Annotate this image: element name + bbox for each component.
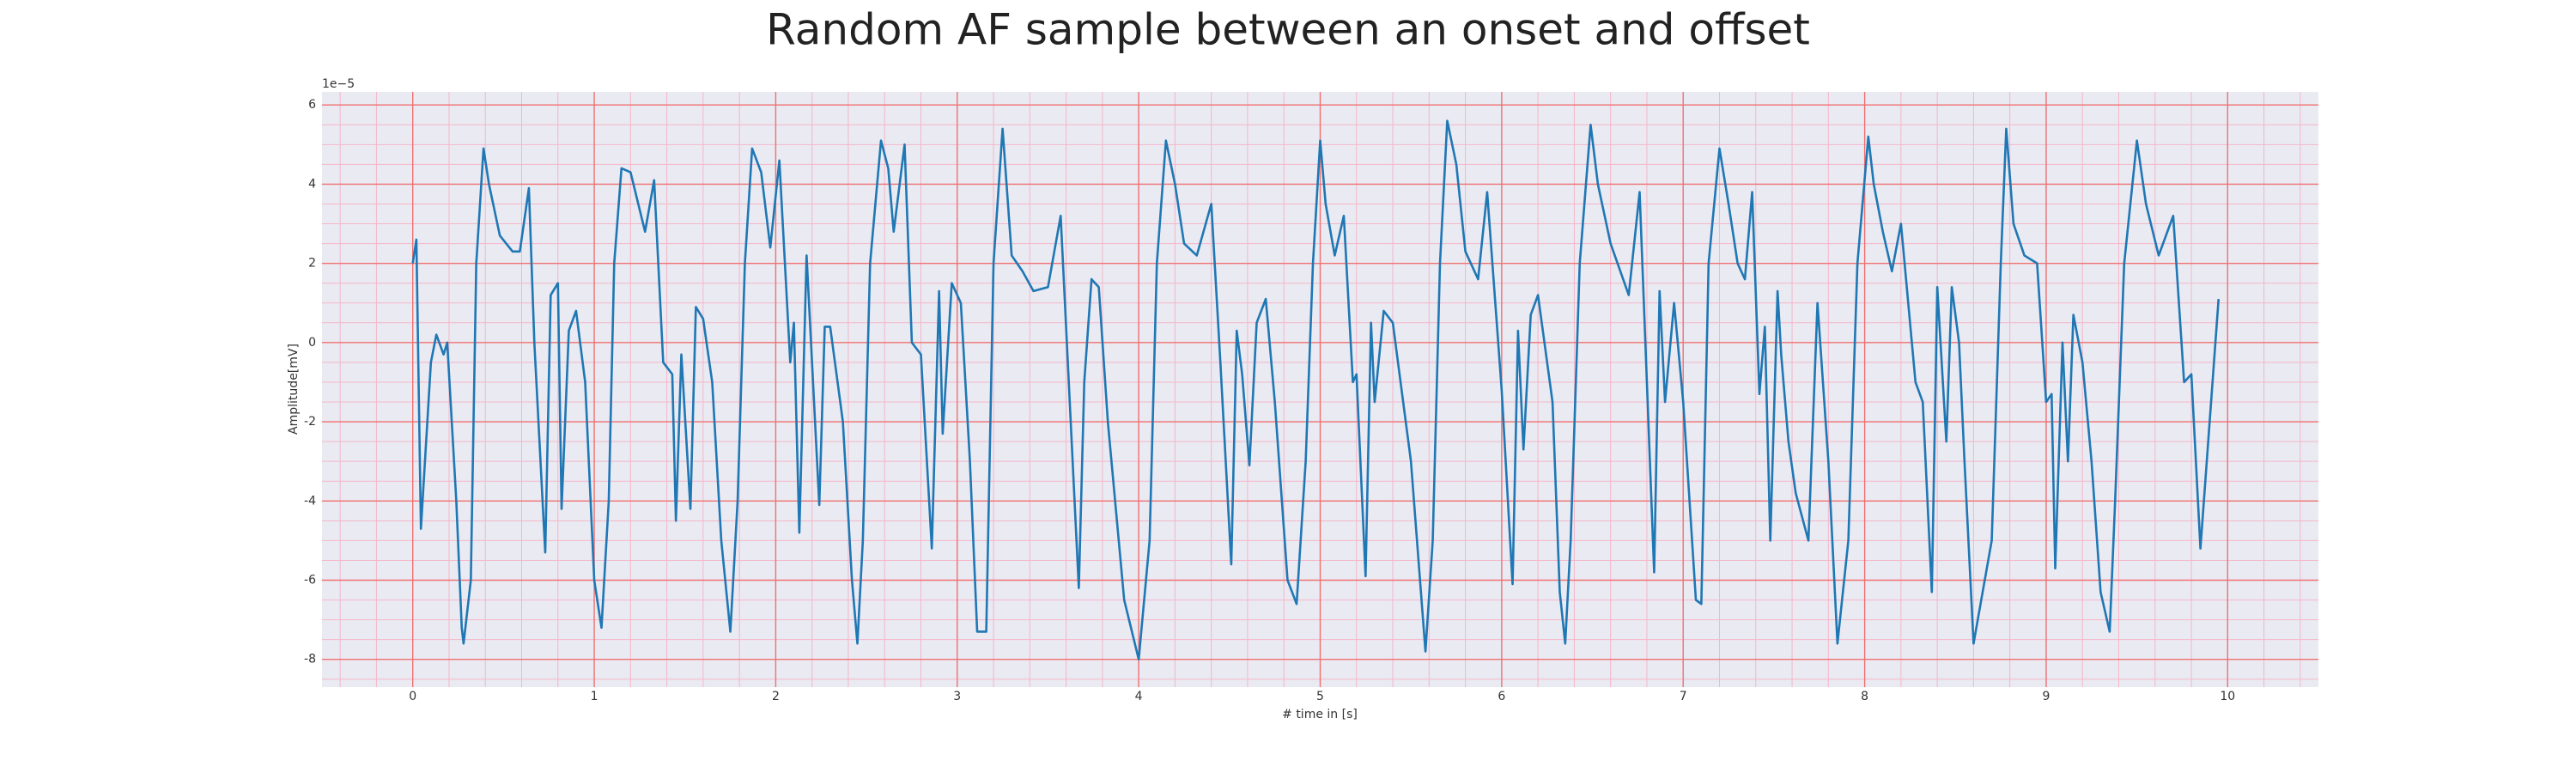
x-tick-label: 6 (1498, 690, 1505, 703)
x-tick-label: 0 (409, 690, 416, 703)
line (411, 119, 2221, 661)
x-tick-label: 4 (1135, 690, 1143, 703)
y-tick-label: 0 (308, 336, 316, 350)
y-tick-label: -2 (304, 415, 316, 429)
x-tick-label: 10 (2220, 690, 2235, 703)
x-tick-label: 3 (953, 690, 961, 703)
y-tick-label: -4 (304, 494, 316, 508)
y-axis-label: Amplitude[mV] (287, 344, 301, 435)
x-tick-label: 1 (591, 690, 598, 703)
chart-title: Random AF sample between an onset and of… (766, 5, 1810, 55)
y-tick-label: -6 (304, 574, 316, 587)
y-tick-label: 4 (308, 177, 316, 191)
series (411, 119, 2221, 661)
y-tick-label: 6 (308, 98, 316, 112)
y-tick-label: 2 (308, 257, 316, 271)
x-axis-label: # time in [s] (1282, 708, 1358, 721)
x-tick-label: 8 (1861, 690, 1868, 703)
y-offset-label: 1e−5 (322, 77, 355, 91)
grid (322, 92, 2318, 687)
y-tick-label: -8 (304, 653, 316, 666)
x-tick-label: 5 (1316, 690, 1324, 703)
x-tick-label: 9 (2042, 690, 2050, 703)
x-tick-label: 2 (772, 690, 780, 703)
x-tick-label: 7 (1680, 690, 1687, 703)
